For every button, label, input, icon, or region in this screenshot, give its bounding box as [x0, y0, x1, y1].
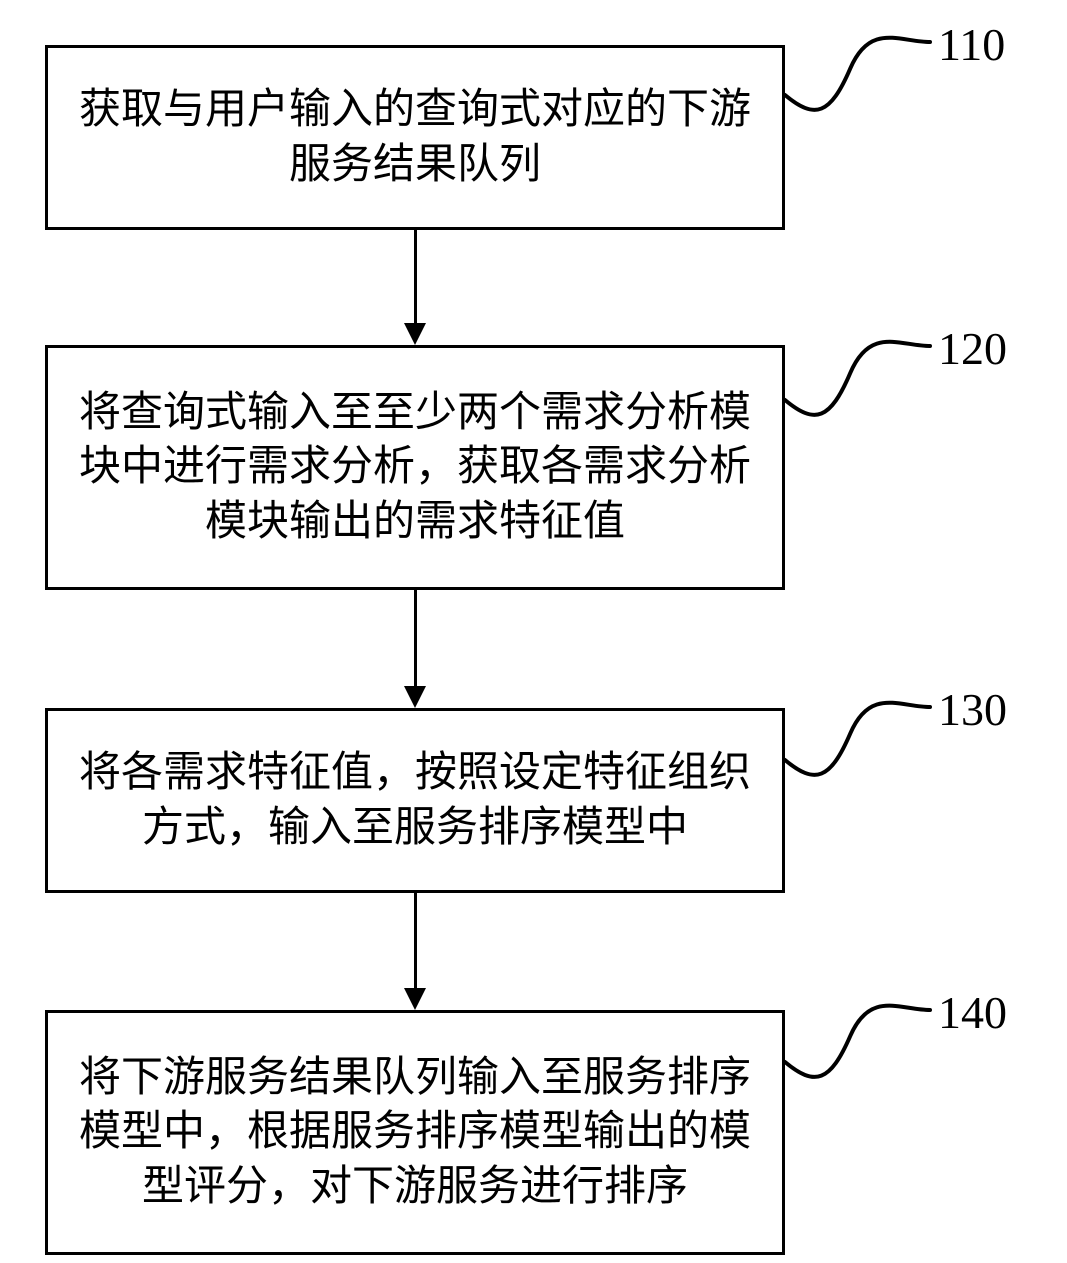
flow-step-120: 将查询式输入至至少两个需求分析模块中进行需求分析，获取各需求分析模块输出的需求特… — [45, 345, 785, 590]
flow-step-text: 获取与用户输入的查询式对应的下游服务结果队列 — [76, 83, 754, 192]
flow-step-text: 将各需求特征值，按照设定特征组织方式，输入至服务排序模型中 — [76, 746, 754, 855]
callout-connector — [780, 316, 935, 430]
flow-step-130: 将各需求特征值，按照设定特征组织方式，输入至服务排序模型中 — [45, 708, 785, 893]
step-number-label: 140 — [938, 986, 1007, 1039]
step-number-label: 110 — [938, 18, 1005, 71]
callout-connector — [780, 677, 935, 790]
flow-step-140: 将下游服务结果队列输入至服务排序模型中，根据服务排序模型输出的模型评分，对下游服… — [45, 1010, 785, 1255]
step-number-label: 120 — [938, 322, 1007, 375]
arrow-head-icon — [404, 323, 426, 345]
callout-connector — [780, 12, 935, 125]
flow-step-110: 获取与用户输入的查询式对应的下游服务结果队列 — [45, 45, 785, 230]
arrow-head-icon — [404, 988, 426, 1010]
flowchart-canvas: 获取与用户输入的查询式对应的下游服务结果队列 110 将查询式输入至至少两个需求分析… — [0, 0, 1067, 1263]
callout-connector — [780, 980, 935, 1092]
flow-step-text: 将查询式输入至至少两个需求分析模块中进行需求分析，获取各需求分析模块输出的需求特… — [76, 386, 754, 550]
arrow-line — [414, 893, 417, 988]
arrow-line — [414, 590, 417, 686]
arrow-head-icon — [404, 686, 426, 708]
flow-step-text: 将下游服务结果队列输入至服务排序模型中，根据服务排序模型输出的模型评分，对下游服… — [76, 1051, 754, 1215]
arrow-line — [414, 230, 417, 323]
step-number-label: 130 — [938, 683, 1007, 736]
